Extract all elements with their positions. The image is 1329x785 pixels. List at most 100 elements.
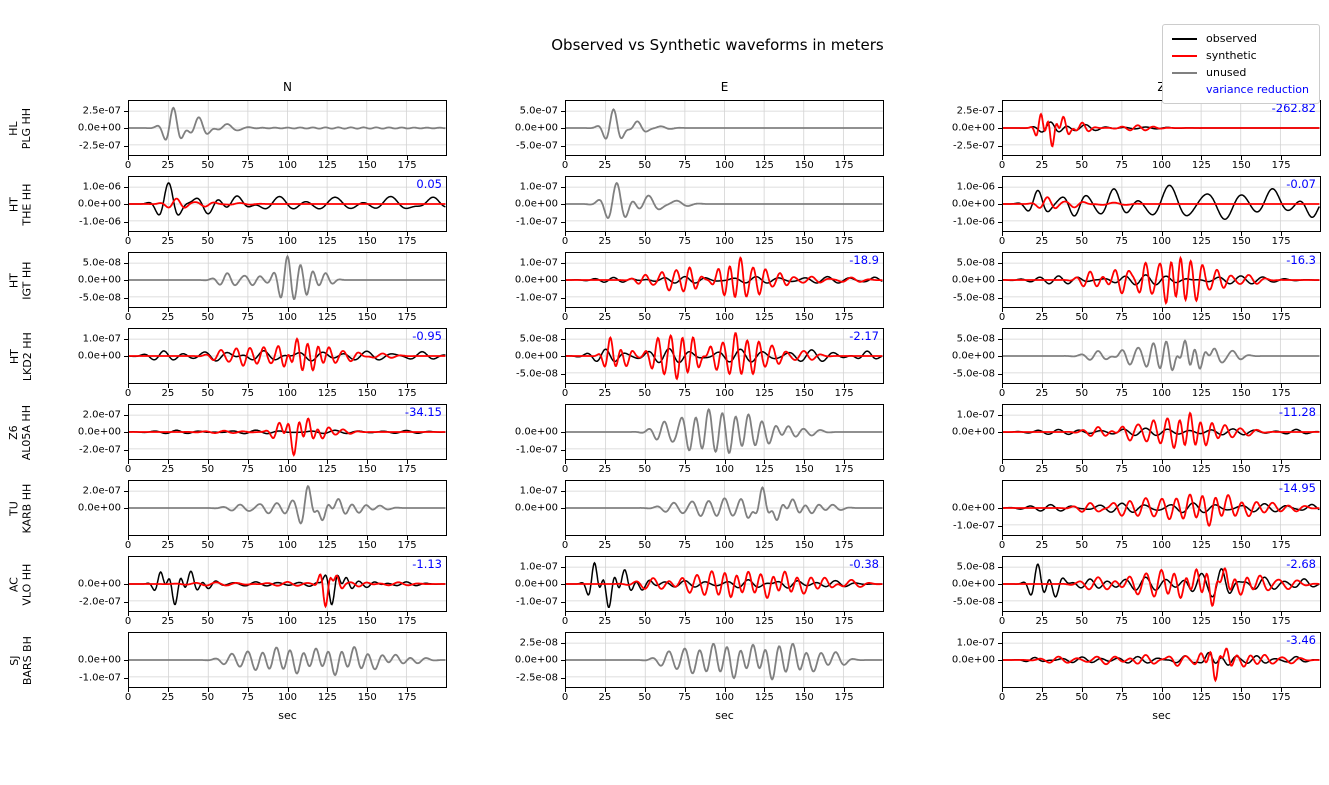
- ytick-label: 5.0e-08: [956, 257, 995, 268]
- ytick-mark: [998, 356, 1002, 357]
- subplot-SJ-BARS-E-canvas: [566, 633, 883, 687]
- column-header-E: E: [720, 80, 729, 94]
- xtick-label: 175: [397, 160, 417, 171]
- xtick-mark: [407, 460, 409, 464]
- subplot-TU-KARB-E-axes: [565, 480, 884, 536]
- ytick-label: 0.0e+00: [77, 654, 121, 666]
- xtick-label: 75: [678, 388, 691, 399]
- xtick-mark: [407, 232, 409, 236]
- xtick-label: 50: [1075, 692, 1089, 703]
- legend-line-swatch: [1172, 37, 1198, 40]
- xtick-label: 100: [277, 160, 298, 171]
- xtick-mark: [764, 460, 766, 464]
- xtick-label: 25: [161, 616, 175, 627]
- xtick-label: 25: [1035, 160, 1049, 171]
- xtick-mark: [167, 308, 169, 312]
- network-code: SJ: [7, 655, 21, 667]
- subplot-HL-PLG-Z-yticks: 2.5e-07 0.0e+00 -2.5e-07: [910, 100, 1002, 156]
- subplot-grid: NEZHLPLG HH2.5e-070.0e+00-2.5e-070255075…: [6, 78, 1321, 727]
- subplot-HT-LKD2-N-axes: -0.95: [128, 328, 447, 384]
- ytick-mark: [561, 677, 565, 679]
- column-gap: [884, 176, 910, 252]
- xtick-mark: [604, 308, 606, 312]
- xtick-mark: [1121, 460, 1123, 464]
- subplot-HT-IGT-N-axes: [128, 252, 447, 308]
- xtick-label: 50: [201, 616, 215, 627]
- xtick-mark: [128, 612, 129, 616]
- xtick-label: 0: [124, 616, 132, 627]
- station-code: BARS BH: [20, 636, 34, 686]
- xtick-mark: [1201, 308, 1203, 312]
- xtick-label: 100: [1151, 540, 1172, 551]
- xtick-label: 100: [1151, 464, 1172, 475]
- xtick-mark: [1041, 688, 1043, 692]
- column-gap: [884, 404, 910, 480]
- xtick-mark: [724, 612, 726, 616]
- xtick-label: 0: [124, 312, 132, 323]
- unused-trace: [129, 485, 446, 525]
- xtick-mark: [1241, 156, 1243, 160]
- ytick-mark: [124, 677, 128, 679]
- xtick-mark: [1161, 460, 1163, 464]
- station-label-text: HT IGT HH: [7, 262, 33, 300]
- xtick-label: 125: [754, 236, 774, 247]
- xtick-label: 100: [714, 388, 735, 399]
- xtick-label: 125: [1191, 464, 1211, 475]
- station-label-HT-LKD2: HT LKD2 HH: [6, 328, 36, 404]
- ytick-mark: [561, 338, 565, 340]
- xtick-label: 75: [1115, 540, 1128, 551]
- ytick-mark: [561, 145, 565, 147]
- xtick-label: 100: [277, 388, 298, 399]
- unused-trace: [129, 106, 446, 141]
- xtick-mark: [1081, 384, 1083, 388]
- xtick-label: 50: [638, 236, 652, 247]
- xtick-mark: [804, 536, 806, 540]
- synthetic-trace: [129, 197, 446, 209]
- variance-reduction-value: -11.28: [1278, 405, 1316, 419]
- xtick-mark: [128, 460, 129, 464]
- xaxis-label-Z: sec: [1152, 709, 1171, 722]
- subplot-AC-VLO-E: -0.38 0 25 50 75 100 125 150 175: [562, 556, 884, 632]
- ytick-label: 0.0e+00: [951, 654, 995, 666]
- xtick-mark: [724, 460, 726, 464]
- station-label-text: HL PLG HH: [7, 108, 33, 149]
- xtick-label: 75: [241, 616, 254, 627]
- ytick-mark: [561, 110, 565, 112]
- ytick-label: 1.0e-07: [82, 333, 121, 344]
- xtick-mark: [1081, 460, 1083, 464]
- ytick-label: 5.0e-07: [519, 105, 558, 116]
- xtick-label: 175: [397, 692, 417, 703]
- xtick-mark: [644, 536, 646, 540]
- xtick-label: 50: [1075, 160, 1089, 171]
- xtick-mark: [644, 688, 646, 692]
- xtick-mark: [287, 612, 289, 616]
- subplot-SJ-BARS-N-axes: [128, 632, 447, 688]
- subplot-AC-VLO-N: -1.13 0 25 50 75 100 125 150 175: [124, 556, 447, 632]
- ytick-mark: [561, 204, 565, 205]
- ytick-mark: [124, 110, 128, 112]
- xtick-mark: [604, 536, 606, 540]
- ytick-label: 0.0e+00: [514, 578, 558, 590]
- ytick-label: 0.0e+00: [951, 274, 995, 286]
- xtick-mark: [207, 536, 209, 540]
- xtick-label: 175: [834, 692, 854, 703]
- xtick-mark: [1081, 232, 1083, 236]
- station-label-AC-VLO: AC VLO HH: [6, 556, 36, 632]
- legend-line-swatch: [1172, 54, 1198, 57]
- ytick-label: 5.0e-08: [519, 333, 558, 344]
- xtick-label: 75: [678, 160, 691, 171]
- subplot-HT-THE-Z-canvas: [1003, 177, 1320, 231]
- xtick-mark: [1201, 156, 1203, 160]
- xtick-mark: [247, 460, 249, 464]
- xtick-label: 125: [1191, 236, 1211, 247]
- xtick-mark: [1041, 536, 1043, 540]
- xtick-label: 175: [1271, 464, 1291, 475]
- ytick-mark: [998, 566, 1002, 568]
- subplot-TU-KARB-Z: -14.95 0 25 50 75 100 125 150 175: [999, 480, 1321, 556]
- xtick-label: 25: [1035, 388, 1049, 399]
- ytick-label: 1.0e-07: [519, 257, 558, 268]
- xtick-label: 150: [794, 616, 814, 627]
- ytick-mark: [124, 186, 128, 188]
- xtick-label: 125: [317, 692, 337, 703]
- subplot-HL-PLG-N-yticks: 2.5e-07 0.0e+00 -2.5e-07: [36, 100, 128, 156]
